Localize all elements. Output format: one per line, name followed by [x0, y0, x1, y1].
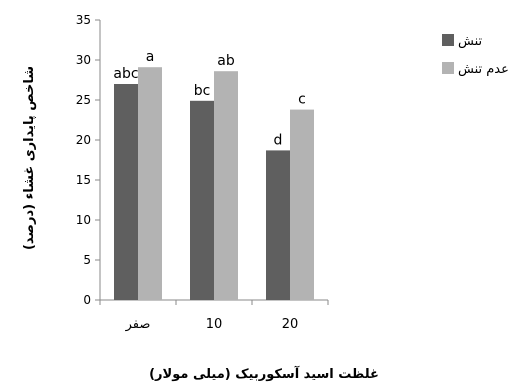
data-label: a — [146, 49, 155, 65]
y-tick-label: 20 — [76, 133, 91, 147]
bar — [190, 100, 214, 300]
legend-swatch — [442, 34, 454, 46]
y-tick-label: 5 — [83, 253, 91, 267]
bar — [266, 150, 290, 300]
y-tick-label: 10 — [76, 213, 91, 227]
x-tick-label: 20 — [282, 317, 299, 332]
bar — [290, 109, 314, 300]
data-label: ab — [217, 53, 235, 69]
legend: تنش عدم تنش — [442, 34, 509, 77]
bar — [114, 84, 138, 300]
y-tick-label: 0 — [83, 293, 91, 307]
y-tick-label: 15 — [76, 173, 91, 187]
x-tick-label: 10 — [206, 317, 223, 332]
y-tick-label: 30 — [76, 53, 91, 67]
legend-swatch — [442, 62, 454, 74]
bar — [138, 67, 162, 300]
x-axis-title: غلظت اسید آسکوربیک (میلی مولار) — [149, 365, 379, 382]
data-label: abc — [113, 66, 138, 82]
y-tick-label: 35 — [76, 13, 91, 27]
legend-label: عدم تنش — [458, 62, 509, 77]
legend-label: تنش — [458, 34, 482, 49]
y-axis-title: شاخص پایداری غشاء (درصد) — [22, 66, 37, 250]
bar — [214, 71, 238, 300]
data-label: c — [298, 92, 306, 108]
data-label: d — [274, 132, 283, 148]
y-tick-label: 25 — [76, 93, 91, 107]
x-tick-label: صفر — [125, 317, 151, 332]
data-label: bc — [194, 83, 211, 99]
